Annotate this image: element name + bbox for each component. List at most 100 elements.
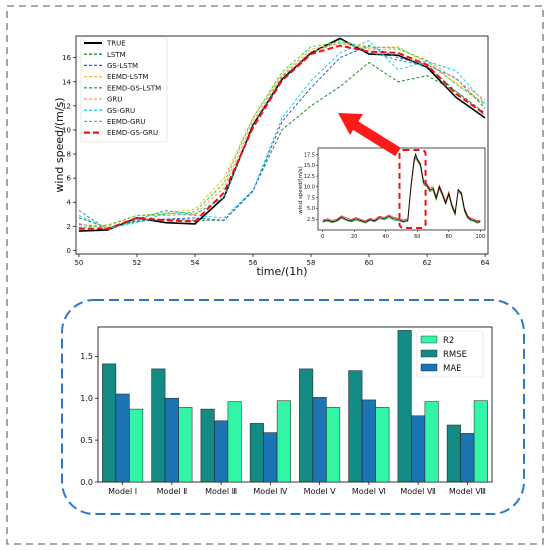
inset-y-tick-label: 12.5: [304, 174, 315, 180]
inset-series-line: [322, 152, 481, 223]
bar-chart-rounded-frame: [61, 299, 525, 515]
bar-category-label: Model Ⅷ: [449, 487, 486, 496]
bar-r2: [424, 401, 439, 483]
bar-rmse: [249, 423, 264, 483]
metrics-bar-chart: 0.0 0.5 1.0 1.5 Model Ⅰ Model Ⅱ Model Ⅲ Model …: [80, 326, 493, 496]
bar-rmse: [446, 424, 461, 483]
legend-label: EEMD-GS-GRU: [107, 129, 158, 137]
inset-x-tick-label: 100: [476, 234, 486, 240]
bar-r2: [375, 407, 390, 483]
main-y-tick-label: 12: [62, 102, 71, 110]
series-line-lstm: [78, 61, 486, 229]
bar-category-label: Model Ⅰ: [108, 487, 137, 496]
bar-rmse: [299, 368, 314, 483]
bar-y-tick-label: 0.5: [80, 436, 93, 445]
legend-label: EEMD-LSTM: [107, 73, 148, 81]
main-y-tick-label: 14: [62, 78, 71, 86]
main-legend-box: [80, 36, 168, 143]
legend-label: GS-LSTM: [107, 62, 138, 70]
main-x-tick-label: 52: [132, 259, 141, 267]
inset-y-tick-label: 10.0: [304, 185, 315, 191]
series-line-gs-gru: [78, 40, 486, 230]
main-x-tick-label: 62: [423, 259, 432, 267]
main-y-axis-label: wind speed/(m/s): [53, 97, 66, 192]
bar-r2: [227, 401, 242, 483]
bar-mae: [361, 399, 376, 483]
bar-mae: [214, 420, 229, 483]
inset-x-tick-label: 60: [414, 234, 420, 240]
bar-rmse: [102, 363, 117, 483]
series-line-eemd-lstm: [78, 42, 486, 228]
main-legend: TRUE LSTM GS-LSTM EEMD-LSTM EEMD-GS-LSTM GRU G…: [80, 36, 168, 143]
main-y-tick-label: 16: [62, 54, 71, 62]
inset-y-tick-label: 5.0: [307, 206, 315, 212]
bar-mae: [263, 432, 278, 483]
bar-r2: [473, 400, 488, 483]
main-x-tick-label: 60: [365, 259, 374, 267]
series-line-eemd-gs-lstm: [78, 39, 486, 231]
inset-line-chart: 2.5 5.0 7.5 10.0 12.5 15.0 17.5 0 20 40 60 80 100 w…: [298, 147, 486, 240]
bar-category-label: Model Ⅲ: [205, 487, 237, 496]
outer-dashed-frame: [6, 5, 544, 545]
bar-rmse: [151, 368, 166, 483]
bar-rmse: [397, 330, 412, 483]
legend-label: TRUE: [106, 40, 126, 48]
bar-category-label: Model Ⅴ: [304, 487, 337, 496]
bar-r2: [178, 407, 193, 483]
inset-x-tick-label: 0: [321, 234, 324, 240]
main-x-tick-label: 54: [190, 259, 199, 267]
bar-legend-swatch-r2: [420, 335, 438, 344]
inset-y-tick-label: 15.0: [304, 163, 315, 169]
main-y-tick-label: 6: [67, 175, 72, 183]
legend-label: EEMD-GS-LSTM: [107, 84, 161, 92]
bar-legend-label: RMSE: [443, 350, 467, 360]
series-line-eemd-gru: [78, 41, 486, 228]
bar-y-tick-label: 0.0: [80, 478, 93, 487]
main-y-tick-label: 8: [67, 151, 71, 159]
inset-x-tick-label: 20: [351, 234, 357, 240]
bar-y-tick-label: 1.5: [80, 352, 93, 361]
bar-legend-label: MAE: [443, 364, 462, 374]
inset-y-tick-label: 17.5: [304, 152, 315, 158]
bar-mae: [115, 393, 130, 483]
inset-x-tick-label: 40: [383, 234, 389, 240]
bar-legend-swatch-rmse: [420, 349, 438, 358]
inset-y-tick-label: 2.5: [307, 217, 315, 223]
bar-legend-label: R2: [443, 336, 454, 346]
inset-plot-area: [317, 147, 486, 231]
main-y-tick-label: 4: [67, 199, 72, 207]
main-x-tick-label: 64: [481, 259, 490, 267]
main-x-tick-label: 58: [307, 259, 316, 267]
bar-y-tick-label: 1.0: [80, 394, 93, 403]
bar-r2: [326, 407, 341, 483]
main-y-tick-label: 0: [67, 247, 71, 255]
legend-label: LSTM: [107, 51, 126, 59]
series-line-eemd-gs-gru: [78, 44, 486, 230]
legend-label: EEMD-GRU: [107, 118, 145, 126]
bar-mae: [411, 415, 426, 483]
bar-r2: [276, 400, 291, 483]
series-line-gs-lstm: [78, 45, 486, 230]
main-x-tick-label: 56: [249, 259, 258, 267]
main-y-tick-label: 2: [67, 223, 71, 231]
bar-mae: [312, 397, 327, 483]
pointer-arrow: [338, 113, 401, 157]
legend-label: GS-GRU: [107, 107, 135, 115]
main-y-tick-label: 10: [62, 126, 71, 134]
bar-category-label: Model Ⅱ: [157, 487, 188, 496]
bar-category-label: Model Ⅵ: [352, 487, 386, 496]
bar-legend: R2 RMSE MAE: [416, 330, 484, 378]
bar-mae: [164, 397, 179, 483]
bar-category-label: Model Ⅶ: [400, 487, 436, 496]
bar-rmse: [200, 408, 215, 483]
inset-y-axis-label: wind speed/(m/s): [298, 166, 304, 214]
legend-label: GRU: [107, 96, 122, 104]
bar-rmse: [348, 370, 363, 483]
main-x-axis-label: time/(1h): [256, 265, 307, 278]
bar-legend-swatch-mae: [420, 363, 438, 372]
bar-mae: [460, 433, 475, 483]
main-x-tick-label: 50: [74, 259, 83, 267]
inset-x-tick-label: 80: [446, 234, 452, 240]
bar-r2: [129, 408, 144, 483]
